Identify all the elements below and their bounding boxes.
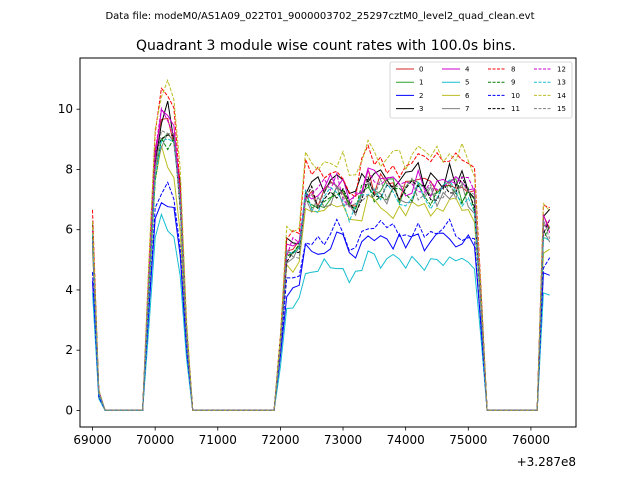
legend-label-14: 14	[557, 92, 566, 100]
x-tick-label: 74000	[387, 433, 425, 447]
y-tick-label: 2	[65, 343, 73, 357]
data-file-suptitle: Data file: modeM0/AS1A09_022T01_90000037…	[105, 11, 534, 22]
x-tick-label: 73000	[324, 433, 362, 447]
series-line-13	[92, 138, 550, 411]
legend-label-10: 10	[511, 92, 520, 100]
legend-label-11: 11	[511, 105, 520, 113]
x-tick-label: 70000	[136, 433, 174, 447]
legend-label-15: 15	[557, 105, 566, 113]
y-tick-label: 10	[58, 102, 73, 116]
legend-label-13: 13	[557, 79, 566, 87]
legend-label-8: 8	[511, 66, 515, 74]
series-line-14	[92, 78, 551, 411]
series-line-8	[92, 87, 550, 411]
series-line-11	[92, 134, 551, 411]
x-tick-label: 76000	[512, 433, 550, 447]
series-line-6	[92, 145, 550, 411]
x-tick-label: 72000	[261, 433, 299, 447]
legend-label-7: 7	[465, 105, 469, 113]
legend-label-3: 3	[419, 105, 423, 113]
series-line-5	[92, 212, 550, 411]
chart-title: Quadrant 3 module wise count rates with …	[136, 38, 516, 54]
x-axis-ticks: 69000 70000 71000 72000 73000 74000 75000 76000	[73, 427, 550, 447]
legend-label-2: 2	[419, 92, 423, 100]
x-tick-label: 75000	[449, 433, 487, 447]
series-line-3	[92, 100, 551, 411]
y-axis-ticks: 0 2 4 6 8 10	[58, 102, 80, 417]
series-line-2	[92, 202, 550, 411]
x-offset-label: +3.287e8	[517, 455, 576, 469]
legend-label-6: 6	[465, 92, 470, 100]
y-tick-label: 8	[65, 162, 73, 176]
x-tick-label: 71000	[199, 433, 237, 447]
legend-label-4: 4	[465, 66, 470, 74]
series-layer	[92, 78, 551, 411]
series-line-10	[92, 181, 551, 411]
legend-frame	[389, 61, 573, 119]
legend-label-0: 0	[419, 66, 423, 74]
legend-label-1: 1	[419, 79, 423, 87]
legend-label-12: 12	[557, 66, 566, 74]
series-line-4	[92, 109, 551, 411]
series-line-15	[92, 129, 551, 411]
y-tick-label: 0	[65, 403, 73, 417]
legend-label-5: 5	[465, 79, 469, 87]
y-tick-label: 6	[65, 223, 73, 237]
legend-label-9: 9	[511, 79, 515, 87]
plot-area: 69000 70000 71000 72000 73000 74000 75000 76000…	[58, 57, 577, 447]
y-tick-label: 4	[65, 283, 73, 297]
x-tick-label: 69000	[73, 433, 111, 447]
